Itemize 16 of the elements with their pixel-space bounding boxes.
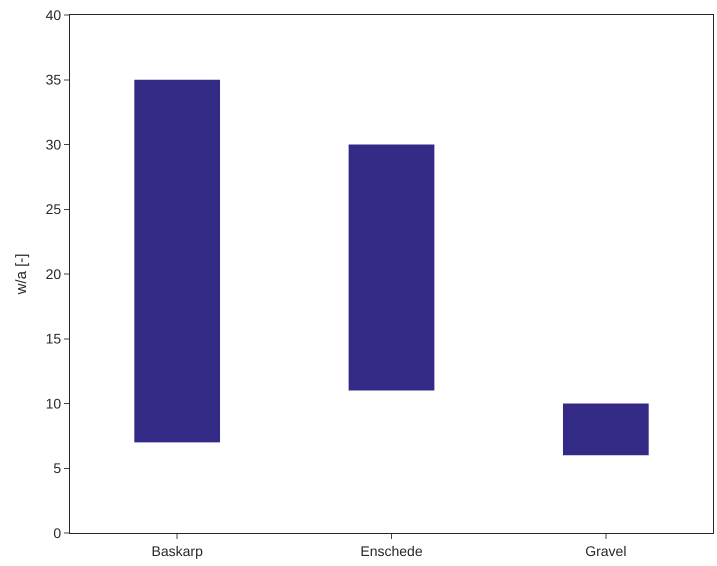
y-tick-label: 25 <box>46 201 62 218</box>
y-tick-label: 5 <box>53 460 62 476</box>
y-tick-label: 35 <box>46 72 62 88</box>
y-tick-label: 30 <box>46 136 62 152</box>
y-axis-title: w/a [-] <box>12 254 30 296</box>
x-tick-label: Enschede <box>360 542 423 559</box>
bar <box>562 404 649 456</box>
x-tick-label: Baskarp <box>151 542 204 559</box>
y-tick-label: 40 <box>46 6 62 23</box>
bar <box>348 144 434 391</box>
y-tick-label: 20 <box>46 266 62 282</box>
y-tick-label: 0 <box>53 524 62 541</box>
bar <box>134 80 220 442</box>
x-tick-label: Gravel <box>585 542 626 559</box>
y-tick-label: 15 <box>46 330 62 347</box>
y-tick-label: 10 <box>46 395 62 412</box>
